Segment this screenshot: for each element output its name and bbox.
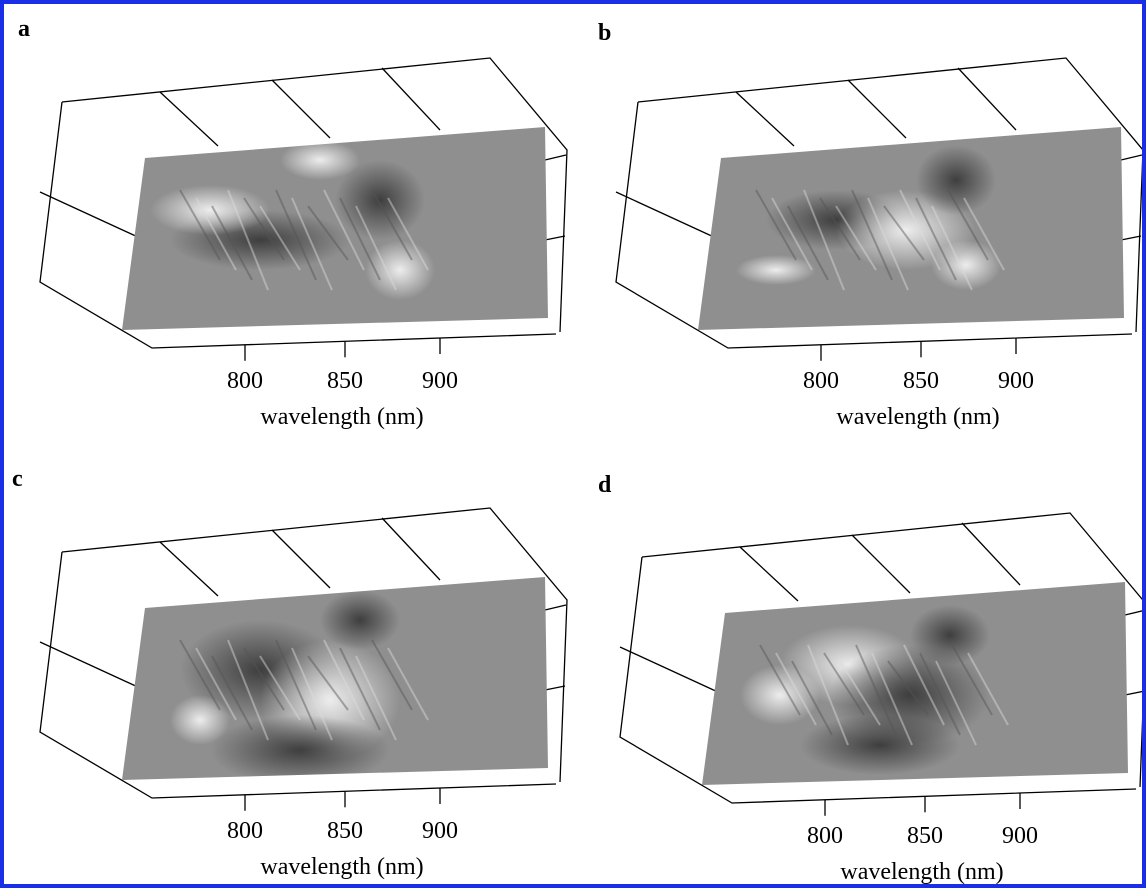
figure-frame: a 800 850 900 wavelength (nm) b 800 850 900 wavel… xyxy=(0,0,1146,888)
box-edge xyxy=(272,530,330,588)
panel-label: d xyxy=(598,472,612,498)
box-edge xyxy=(40,642,140,688)
x-tick-label: 900 xyxy=(422,818,458,844)
box-edge xyxy=(40,192,140,238)
panel: c 800 850 900 wavelength (nm) xyxy=(12,466,567,880)
box-edge xyxy=(958,68,1016,130)
box-edge xyxy=(382,518,440,580)
box-edge xyxy=(545,605,566,610)
surface-feature xyxy=(320,590,400,650)
box-edge xyxy=(740,547,798,601)
box-edge xyxy=(160,542,218,596)
box-edge xyxy=(545,236,565,240)
x-tick-label: 800 xyxy=(803,368,839,394)
surface-feature xyxy=(210,715,390,785)
box-edge xyxy=(1125,610,1142,615)
panel: b 800 850 900 wavelength (nm) xyxy=(598,20,1142,430)
surface-feature xyxy=(736,255,816,285)
x-tick-label: 850 xyxy=(327,818,363,844)
surface-feature xyxy=(170,695,230,745)
x-tick-label: 850 xyxy=(903,368,939,394)
box-edge xyxy=(160,92,218,146)
box-edge xyxy=(545,155,566,160)
box-edge xyxy=(272,80,330,138)
x-axis-label: wavelength (nm) xyxy=(260,854,423,880)
box-edge xyxy=(545,686,565,690)
x-tick-label: 850 xyxy=(907,823,943,849)
box-edge xyxy=(616,192,716,238)
box-edge xyxy=(382,68,440,130)
box-edge xyxy=(620,647,720,693)
panel-label: c xyxy=(12,466,23,492)
x-tick-label: 850 xyxy=(327,368,363,394)
x-tick-label: 800 xyxy=(807,823,843,849)
box-edge xyxy=(852,535,910,593)
panel: d 800 850 900 wavelength (nm) xyxy=(598,472,1142,884)
box-edge xyxy=(1125,691,1142,695)
figure: a 800 850 900 wavelength (nm) b 800 850 900 wavel… xyxy=(4,4,1142,884)
x-tick-label: 800 xyxy=(227,368,263,394)
surface-feature xyxy=(280,140,360,180)
panel: a 800 850 900 wavelength (nm) xyxy=(18,16,567,430)
box-edge xyxy=(848,80,906,138)
x-tick-label: 900 xyxy=(998,368,1034,394)
panel-label: b xyxy=(598,20,611,46)
box-edge xyxy=(736,92,794,146)
box-edge xyxy=(1121,236,1141,240)
x-tick-label: 900 xyxy=(1002,823,1038,849)
surface-feature xyxy=(740,665,820,725)
x-tick-label: 900 xyxy=(422,368,458,394)
x-axis-label: wavelength (nm) xyxy=(260,404,423,430)
box-edge xyxy=(962,523,1020,585)
panel-label: a xyxy=(18,16,30,42)
x-axis-label: wavelength (nm) xyxy=(836,404,999,430)
x-tick-label: 800 xyxy=(227,818,263,844)
box-edge xyxy=(1121,155,1142,160)
x-axis-label: wavelength (nm) xyxy=(840,859,1003,884)
